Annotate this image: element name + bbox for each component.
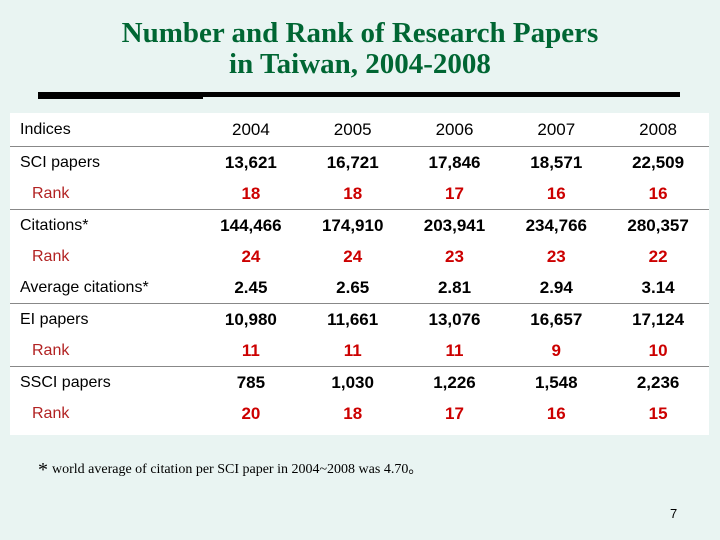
rank-cell: 20 bbox=[241, 403, 261, 423]
rank-cell: 16 bbox=[648, 183, 668, 203]
index-row: Citations* 144,466 174,910 203,941 234,766 28… bbox=[10, 209, 709, 241]
value-cell: 1,548 bbox=[505, 366, 608, 398]
value-cell: 2.94 bbox=[539, 277, 573, 297]
value-cell: 10,980 bbox=[200, 303, 302, 335]
rank-cell: 9 bbox=[551, 340, 562, 360]
rank-label: Rank bbox=[32, 184, 70, 202]
rank-cell: 11 bbox=[445, 340, 464, 360]
index-label: Average citations* bbox=[20, 278, 149, 296]
rank-cell: 10 bbox=[648, 340, 668, 360]
rank-cell: 23 bbox=[445, 246, 464, 266]
value-cell: 203,941 bbox=[403, 209, 506, 241]
value-cell: 13,076 bbox=[403, 303, 506, 335]
header-year: 2007 bbox=[505, 113, 608, 147]
indices-table-container: Indices 2004 2005 2006 2007 2008 SCI pap… bbox=[10, 113, 709, 435]
rank-label: Rank bbox=[32, 341, 70, 359]
value-cell: 234,766 bbox=[505, 209, 608, 241]
rank-row: Rank 20 18 17 16 15 bbox=[10, 398, 709, 429]
index-label: Citations* bbox=[10, 209, 200, 241]
value-cell: 1,226 bbox=[403, 366, 506, 398]
index-row: Average citations* 2.45 2.65 2.81 2.94 3.14 bbox=[10, 272, 709, 304]
header-year: 2008 bbox=[607, 113, 709, 147]
value-cell: 785 bbox=[200, 366, 302, 398]
value-cell: 280,357 bbox=[607, 209, 709, 241]
footnote-star-icon: * bbox=[38, 459, 48, 481]
index-label: EI papers bbox=[10, 303, 200, 335]
value-cell: 144,466 bbox=[200, 209, 302, 241]
rank-row: Rank 11 11 11 9 10 bbox=[10, 335, 709, 367]
rank-cell: 18 bbox=[241, 183, 261, 203]
value-cell: 22,509 bbox=[632, 152, 685, 172]
page-number: 7 bbox=[670, 506, 678, 521]
rank-cell: 23 bbox=[546, 246, 566, 266]
value-cell: 18,571 bbox=[530, 152, 583, 172]
title-line-1: Number and Rank of Research Papers bbox=[121, 17, 599, 49]
title-divider bbox=[38, 92, 680, 97]
indices-table-body: Indices 2004 2005 2006 2007 2008 SCI pap… bbox=[10, 113, 709, 429]
rank-cell: 11 bbox=[241, 340, 260, 360]
footnote: * world average of citation per SCI paper… bbox=[38, 458, 422, 482]
rank-cell: 15 bbox=[648, 403, 668, 423]
value-cell: 174,910 bbox=[301, 209, 404, 241]
rank-cell: 16 bbox=[546, 403, 566, 423]
value-cell: 2.45 bbox=[234, 277, 268, 297]
value-cell: 2.65 bbox=[336, 277, 370, 297]
value-cell: 17,846 bbox=[428, 152, 481, 172]
value-cell: 1,030 bbox=[301, 366, 404, 398]
footnote-text: world average of citation per SCI paper … bbox=[52, 462, 423, 477]
index-row: EI papers 10,980 11,661 13,076 16,657 17,124 bbox=[10, 303, 709, 335]
rank-label: Rank bbox=[32, 247, 70, 265]
title-divider-accent bbox=[38, 97, 203, 99]
value-cell: 13,621 bbox=[224, 152, 277, 172]
value-cell: 2.81 bbox=[437, 277, 472, 297]
header-indices: Indices bbox=[10, 113, 200, 147]
rank-cell: 24 bbox=[241, 246, 261, 266]
rank-cell: 22 bbox=[648, 246, 668, 266]
rank-cell: 11 bbox=[343, 340, 362, 360]
value-cell: 2,236 bbox=[607, 366, 709, 398]
rank-cell: 17 bbox=[445, 403, 464, 423]
header-year: 2005 bbox=[301, 113, 404, 147]
rank-row: Rank 24 24 23 23 22 bbox=[10, 241, 709, 272]
value-cell: 16,657 bbox=[505, 303, 608, 335]
value-cell: 3.14 bbox=[641, 277, 675, 297]
slide-title: Number and Rank of Research Papers in Ta… bbox=[0, 18, 720, 80]
index-label: SSCI papers bbox=[10, 366, 200, 398]
header-year: 2006 bbox=[403, 113, 506, 147]
index-row: SSCI papers 785 1,030 1,226 1,548 2,236 bbox=[10, 366, 709, 398]
header-year: 2004 bbox=[200, 113, 302, 147]
rank-cell: 24 bbox=[343, 246, 363, 266]
rank-cell: 17 bbox=[445, 183, 464, 203]
index-label: SCI papers bbox=[20, 153, 101, 171]
rank-cell: 18 bbox=[343, 183, 363, 203]
rank-cell: 18 bbox=[343, 403, 363, 423]
value-cell: 11,661 bbox=[301, 303, 404, 335]
title-line-2: in Taiwan, 2004-2008 bbox=[229, 48, 491, 80]
value-cell: 16,721 bbox=[326, 152, 379, 172]
index-row: SCI papers 13,621 16,721 17,846 18,571 22,509 bbox=[10, 147, 709, 179]
rank-row: Rank 18 18 17 16 16 bbox=[10, 178, 709, 210]
rank-label: Rank bbox=[32, 404, 70, 422]
indices-table: Indices 2004 2005 2006 2007 2008 SCI pap… bbox=[10, 113, 709, 429]
value-cell: 17,124 bbox=[607, 303, 709, 335]
rank-cell: 16 bbox=[546, 183, 566, 203]
table-header-row: Indices 2004 2005 2006 2007 2008 bbox=[10, 113, 709, 147]
